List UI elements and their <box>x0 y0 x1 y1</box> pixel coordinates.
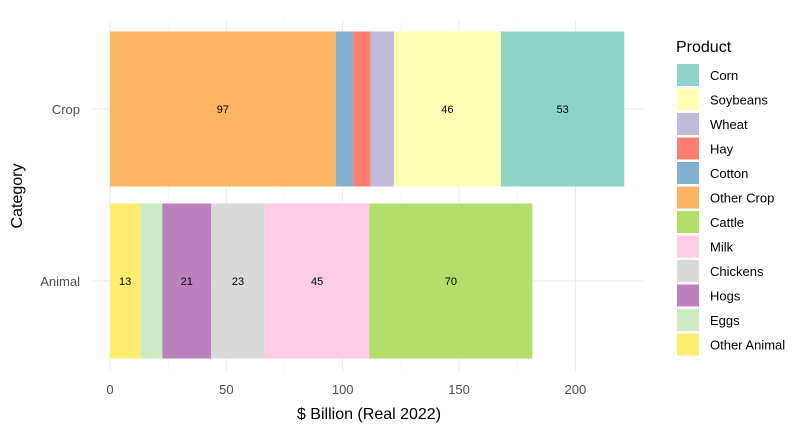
bar-animal-cattle <box>369 203 533 359</box>
legend-label-eggs: Eggs <box>710 313 740 328</box>
legend-label-hogs: Hogs <box>710 289 741 304</box>
bar-crop-corn <box>500 31 625 187</box>
legend-swatch-other-animal <box>677 333 699 356</box>
bars <box>110 31 625 359</box>
data-label-crop-other-crop: 97 <box>217 104 229 116</box>
legend-swatch-corn <box>677 64 699 86</box>
legend-label-corn: Corn <box>710 68 738 83</box>
legend-label-hay: Hay <box>710 142 734 157</box>
data-label-crop-soybeans: 46 <box>441 104 453 116</box>
x-axis-ticks: 0 50 100 150 200 <box>106 382 586 397</box>
data-label-animal-chickens: 23 <box>232 276 244 288</box>
legend-label-milk: Milk <box>710 240 734 255</box>
bar-crop-cotton <box>335 31 354 187</box>
data-label-animal-hogs: 21 <box>181 276 193 288</box>
legend-label-wheat: Wheat <box>710 117 748 132</box>
y-tick-label-crop: Crop <box>52 102 80 117</box>
legend-swatch-hay <box>677 137 699 160</box>
bar-crop-other-crop <box>110 31 336 187</box>
legend-swatch-chickens <box>677 260 699 282</box>
bar-crop-soybeans <box>393 31 501 187</box>
legend-label-cattle: Cattle <box>710 215 744 230</box>
y-axis-ticks: Crop Animal <box>40 102 80 289</box>
x-axis-title: $ Billion (Real 2022) <box>297 406 441 423</box>
legend-title: Product <box>676 39 732 56</box>
x-tick-label-150: 150 <box>448 382 470 397</box>
legend-label-other-animal: Other Animal <box>710 338 785 353</box>
bar-animal-eggs <box>140 203 163 359</box>
legend-label-soybeans: Soybeans <box>710 93 768 108</box>
data-label-crop-corn: 53 <box>556 104 568 116</box>
legend-label-other-crop: Other Crop <box>710 191 774 206</box>
data-label-animal-milk: 45 <box>311 276 323 288</box>
legend-swatch-cotton <box>677 162 699 184</box>
legend-swatch-soybeans <box>677 88 699 111</box>
legend-label-chickens: Chickens <box>710 264 764 279</box>
bar-crop-wheat <box>370 31 394 187</box>
bar-animal-milk <box>264 203 370 359</box>
bar-animal-hogs <box>162 203 212 359</box>
data-label-animal-other-animal: 13 <box>119 276 131 288</box>
bar-crop-hay <box>353 31 371 187</box>
x-tick-label-200: 200 <box>565 382 587 397</box>
legend-swatch-wheat <box>677 113 699 135</box>
legend: Product Corn Soybeans Wheat Hay Cotton Other … <box>676 39 785 356</box>
x-tick-label-100: 100 <box>332 382 354 397</box>
y-tick-label-animal: Animal <box>40 274 80 289</box>
y-axis-title: Category <box>9 164 26 229</box>
bar-animal-chickens <box>211 203 265 359</box>
data-label-animal-cattle: 70 <box>445 276 457 288</box>
legend-swatch-eggs <box>677 309 699 331</box>
legend-swatch-hogs <box>677 284 699 307</box>
legend-swatch-milk <box>677 235 699 258</box>
legend-swatch-cattle <box>677 211 699 233</box>
data-labels: 97 46 53 13 21 23 45 70 <box>119 104 569 288</box>
legend-label-cotton: Cotton <box>710 166 748 181</box>
x-tick-label-50: 50 <box>219 382 233 397</box>
bar-animal-other-animal <box>110 203 141 359</box>
legend-swatch-other-crop <box>677 186 699 209</box>
x-tick-label-0: 0 <box>106 382 113 397</box>
